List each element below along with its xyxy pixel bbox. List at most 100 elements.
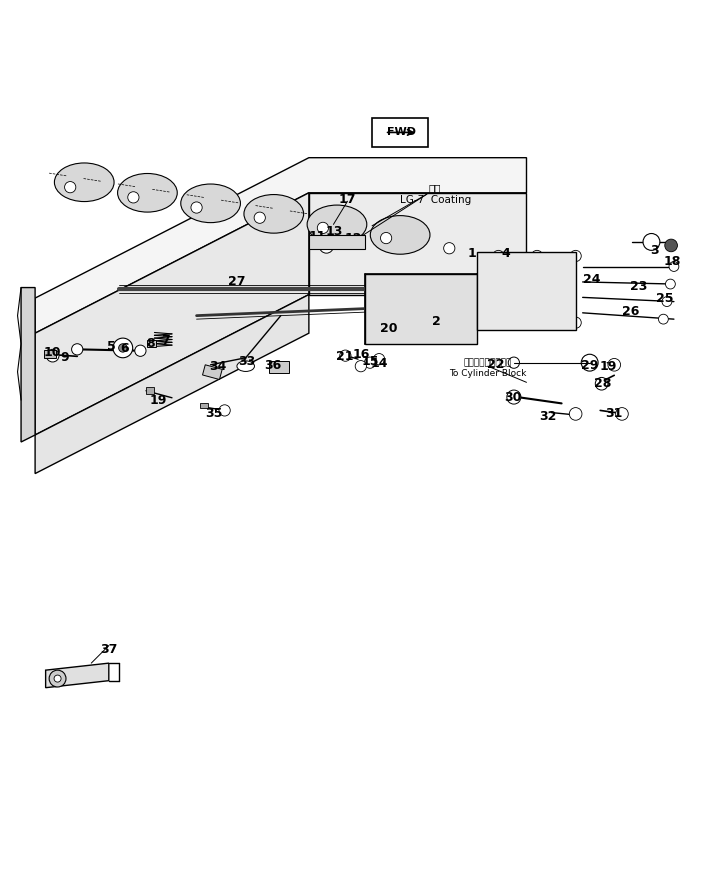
Bar [200, 403, 208, 408]
Circle shape [507, 390, 521, 404]
Circle shape [54, 675, 61, 682]
Circle shape [119, 344, 127, 352]
Circle shape [643, 233, 660, 250]
Circle shape [569, 408, 582, 420]
Text: 22: 22 [487, 358, 504, 371]
Text: 32: 32 [539, 409, 556, 423]
Ellipse shape [54, 163, 114, 202]
Text: 34: 34 [210, 361, 227, 373]
Text: 5: 5 [107, 340, 115, 353]
Text: 10: 10 [44, 347, 61, 359]
Text: 16: 16 [352, 348, 369, 362]
Text: 20: 20 [380, 323, 397, 336]
Circle shape [317, 222, 329, 233]
Circle shape [658, 314, 668, 324]
Circle shape [437, 317, 450, 331]
Circle shape [662, 297, 672, 307]
Circle shape [364, 357, 376, 369]
Circle shape [444, 242, 455, 254]
Bar [147, 340, 156, 347]
Circle shape [383, 321, 397, 335]
Text: 9: 9 [60, 351, 69, 364]
Circle shape [377, 321, 388, 332]
Text: シリンダブロックへ
To Cylinder Block: シリンダブロックへ To Cylinder Block [449, 359, 526, 378]
Text: 21: 21 [336, 350, 353, 362]
Ellipse shape [370, 216, 430, 255]
Text: 13: 13 [326, 225, 343, 238]
Text: 2: 2 [432, 315, 440, 328]
Bar [202, 365, 223, 379]
Circle shape [570, 250, 581, 262]
Circle shape [49, 670, 66, 687]
Bar [44, 350, 56, 359]
Polygon shape [35, 193, 309, 435]
Text: 28: 28 [594, 377, 611, 390]
Text: 6: 6 [121, 342, 129, 355]
Ellipse shape [307, 205, 367, 244]
Text: 26: 26 [622, 305, 639, 318]
Circle shape [340, 350, 351, 362]
Circle shape [355, 361, 366, 372]
Circle shape [427, 290, 458, 321]
FancyBboxPatch shape [372, 118, 428, 147]
Text: 8: 8 [146, 337, 154, 349]
Circle shape [616, 408, 628, 420]
Polygon shape [365, 273, 477, 344]
Text: FWD: FWD [378, 128, 411, 141]
Circle shape [434, 297, 451, 314]
Text: 25: 25 [656, 293, 673, 305]
Text: 33: 33 [238, 355, 255, 369]
Circle shape [128, 192, 139, 203]
Text: 35: 35 [206, 407, 223, 420]
Circle shape [508, 357, 519, 369]
Text: 27: 27 [228, 275, 245, 288]
Text: 19: 19 [600, 361, 617, 373]
Text: 36: 36 [265, 359, 282, 372]
Polygon shape [21, 287, 35, 442]
Circle shape [373, 354, 385, 365]
Text: FWD: FWD [387, 127, 416, 137]
Text: 塗布
LG-7  Coating: 塗布 LG-7 Coating [399, 183, 471, 205]
Text: 37: 37 [100, 643, 117, 656]
Circle shape [191, 202, 202, 213]
Circle shape [392, 297, 409, 314]
Ellipse shape [117, 173, 177, 212]
Circle shape [135, 345, 146, 356]
Polygon shape [35, 157, 526, 333]
Text: 14: 14 [371, 357, 388, 370]
Polygon shape [35, 294, 309, 474]
Text: 19: 19 [150, 394, 166, 407]
Circle shape [570, 317, 581, 328]
Text: 7: 7 [161, 334, 170, 347]
Ellipse shape [244, 194, 303, 233]
Circle shape [113, 338, 133, 358]
Ellipse shape [237, 361, 254, 371]
Text: 17: 17 [339, 194, 356, 206]
Circle shape [65, 181, 76, 193]
Bar [269, 361, 289, 373]
Circle shape [493, 317, 504, 328]
Text: 31: 31 [605, 408, 622, 421]
Circle shape [72, 344, 83, 355]
Circle shape [385, 290, 416, 321]
Polygon shape [309, 235, 365, 249]
Text: 12: 12 [345, 232, 362, 245]
Circle shape [254, 212, 265, 224]
Circle shape [493, 250, 504, 262]
Text: 15: 15 [362, 354, 378, 368]
Circle shape [665, 239, 677, 252]
Text: 1: 1 [468, 248, 476, 261]
Circle shape [447, 321, 458, 332]
Circle shape [531, 317, 543, 328]
Text: 4: 4 [501, 248, 510, 261]
Circle shape [319, 239, 333, 253]
Circle shape [531, 250, 543, 262]
Polygon shape [309, 193, 526, 294]
Text: 24: 24 [583, 273, 600, 286]
Circle shape [219, 405, 230, 416]
Circle shape [581, 354, 598, 371]
Circle shape [669, 262, 679, 271]
Polygon shape [477, 253, 576, 330]
Circle shape [665, 279, 675, 289]
Text: 23: 23 [630, 280, 647, 293]
